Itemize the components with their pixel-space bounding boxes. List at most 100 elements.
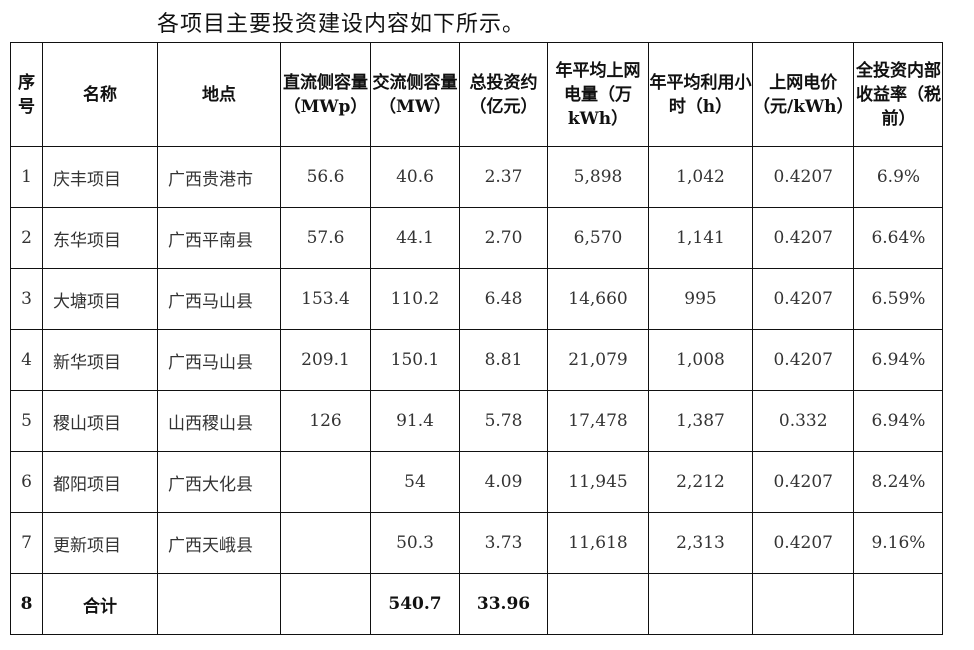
cell-dc-capacity: 57.6	[280, 207, 371, 269]
cell-irr: 6.64%	[853, 207, 944, 269]
table-row: 1 庆丰项目 广西贵港市 56.6 40.6 2.37 5,898 1,042 0.4207 6.…	[10, 146, 944, 208]
cell-investment: 4.09	[459, 451, 548, 513]
cell-irr: 6.94%	[853, 329, 944, 391]
cell-annual-generation: 11,618	[547, 512, 649, 574]
cell-tariff: 0.4207	[751, 268, 855, 330]
cell-irr	[853, 573, 944, 635]
cell-index: 1	[10, 146, 43, 208]
header-dc-capacity: 直流侧容量（MWp）	[280, 42, 371, 147]
header-location: 地点	[157, 42, 281, 147]
table-row: 5 稷山项目 山西稷山县 126 91.4 5.78 17,478 1,387 0.332 6.9…	[10, 390, 944, 452]
cell-tariff	[751, 573, 855, 635]
header-name: 名称	[42, 42, 158, 147]
cell-investment: 3.73	[459, 512, 548, 574]
cell-annual-generation: 5,898	[547, 146, 649, 208]
cell-name: 东华项目	[42, 207, 158, 269]
header-annual-generation: 年平均上网电量（万kWh）	[547, 42, 649, 147]
cell-utilization-hours: 1,387	[648, 390, 753, 452]
cell-location: 广西马山县	[157, 329, 281, 391]
cell-location: 广西平南县	[157, 207, 281, 269]
cell-name: 更新项目	[42, 512, 158, 574]
table-row: 7 更新项目 广西天峨县 50.3 3.73 11,618 2,313 0.4207 9.16%	[10, 512, 944, 574]
header-irr: 全投资内部收益率（税前）	[853, 42, 944, 147]
total-row: 8 合计 540.7 33.96	[10, 573, 944, 635]
cell-dc-capacity	[280, 451, 371, 513]
cell-ac-capacity: 150.1	[370, 329, 460, 391]
cell-index: 8	[10, 573, 43, 635]
cell-location: 广西马山县	[157, 268, 281, 330]
cell-utilization-hours: 995	[648, 268, 753, 330]
header-row: 序号 名称 地点 直流侧容量（MWp） 交流侧容量（MW） 总投资约（亿元） 年平均上网电量…	[10, 42, 944, 147]
cell-index: 6	[10, 451, 43, 513]
header-tariff: 上网电价（元/kWh）	[751, 42, 855, 147]
header-utilization-hours: 年平均利用小时（h）	[648, 42, 753, 147]
cell-investment: 2.70	[459, 207, 548, 269]
cell-ac-capacity: 91.4	[370, 390, 460, 452]
cell-ac-capacity: 110.2	[370, 268, 460, 330]
cell-dc-capacity	[280, 573, 371, 635]
cell-index: 2	[10, 207, 43, 269]
cell-location: 广西大化县	[157, 451, 281, 513]
cell-dc-capacity: 126	[280, 390, 371, 452]
cell-irr: 6.59%	[853, 268, 944, 330]
cell-utilization-hours: 2,212	[648, 451, 753, 513]
table-row: 3 大塘项目 广西马山县 153.4 110.2 6.48 14,660 995 0.4207 6…	[10, 268, 944, 330]
cell-name: 新华项目	[42, 329, 158, 391]
cell-ac-capacity: 44.1	[370, 207, 460, 269]
cell-tariff: 0.332	[751, 390, 855, 452]
intro-text: 各项目主要投资建设内容如下所示。	[157, 12, 526, 37]
cell-name: 都阳项目	[42, 451, 158, 513]
cell-location: 广西天峨县	[157, 512, 281, 574]
cell-ac-capacity: 40.6	[370, 146, 460, 208]
cell-irr: 9.16%	[853, 512, 944, 574]
cell-dc-capacity: 56.6	[280, 146, 371, 208]
cell-location: 广西贵港市	[157, 146, 281, 208]
cell-name: 庆丰项目	[42, 146, 158, 208]
cell-index: 5	[10, 390, 43, 452]
cell-irr: 8.24%	[853, 451, 944, 513]
cell-investment: 6.48	[459, 268, 548, 330]
cell-annual-generation: 17,478	[547, 390, 649, 452]
header-ac-capacity: 交流侧容量（MW）	[370, 42, 460, 147]
cell-ac-capacity: 50.3	[370, 512, 460, 574]
cell-annual-generation: 11,945	[547, 451, 649, 513]
cell-irr: 6.9%	[853, 146, 944, 208]
cell-index: 3	[10, 268, 43, 330]
cell-name: 合计	[42, 573, 158, 635]
cell-annual-generation: 21,079	[547, 329, 649, 391]
cell-annual-generation: 14,660	[547, 268, 649, 330]
cell-investment: 8.81	[459, 329, 548, 391]
header-index: 序号	[10, 42, 43, 147]
cell-name: 大塘项目	[42, 268, 158, 330]
cell-dc-capacity: 209.1	[280, 329, 371, 391]
cell-location: 山西稷山县	[157, 390, 281, 452]
cell-utilization-hours: 1,141	[648, 207, 753, 269]
cell-investment: 5.78	[459, 390, 548, 452]
cell-utilization-hours: 2,313	[648, 512, 753, 574]
table-row: 2 东华项目 广西平南县 57.6 44.1 2.70 6,570 1,141 0.4207 6.…	[10, 207, 944, 269]
cell-utilization-hours: 1,008	[648, 329, 753, 391]
cell-dc-capacity	[280, 512, 371, 574]
cell-index: 7	[10, 512, 43, 574]
cell-index: 4	[10, 329, 43, 391]
cell-location	[157, 573, 281, 635]
cell-name: 稷山项目	[42, 390, 158, 452]
cell-tariff: 0.4207	[751, 146, 855, 208]
cell-ac-capacity: 540.7	[370, 573, 460, 635]
table-row: 6 都阳项目 广西大化县 54 4.09 11,945 2,212 0.4207 8.24%	[10, 451, 944, 513]
cell-annual-generation: 6,570	[547, 207, 649, 269]
table-row: 4 新华项目 广西马山县 209.1 150.1 8.81 21,079 1,008 0.420…	[10, 329, 944, 391]
cell-dc-capacity: 153.4	[280, 268, 371, 330]
cell-ac-capacity: 54	[370, 451, 460, 513]
cell-annual-generation	[547, 573, 649, 635]
cell-tariff: 0.4207	[751, 512, 855, 574]
cell-tariff: 0.4207	[751, 329, 855, 391]
cell-utilization-hours: 1,042	[648, 146, 753, 208]
cell-investment: 33.96	[459, 573, 548, 635]
cell-tariff: 0.4207	[751, 207, 855, 269]
header-investment: 总投资约（亿元）	[459, 42, 548, 147]
cell-irr: 6.94%	[853, 390, 944, 452]
project-table: 序号 名称 地点 直流侧容量（MWp） 交流侧容量（MW） 总投资约（亿元） 年平均上网电量…	[10, 42, 944, 635]
cell-utilization-hours	[648, 573, 753, 635]
cell-tariff: 0.4207	[751, 451, 855, 513]
